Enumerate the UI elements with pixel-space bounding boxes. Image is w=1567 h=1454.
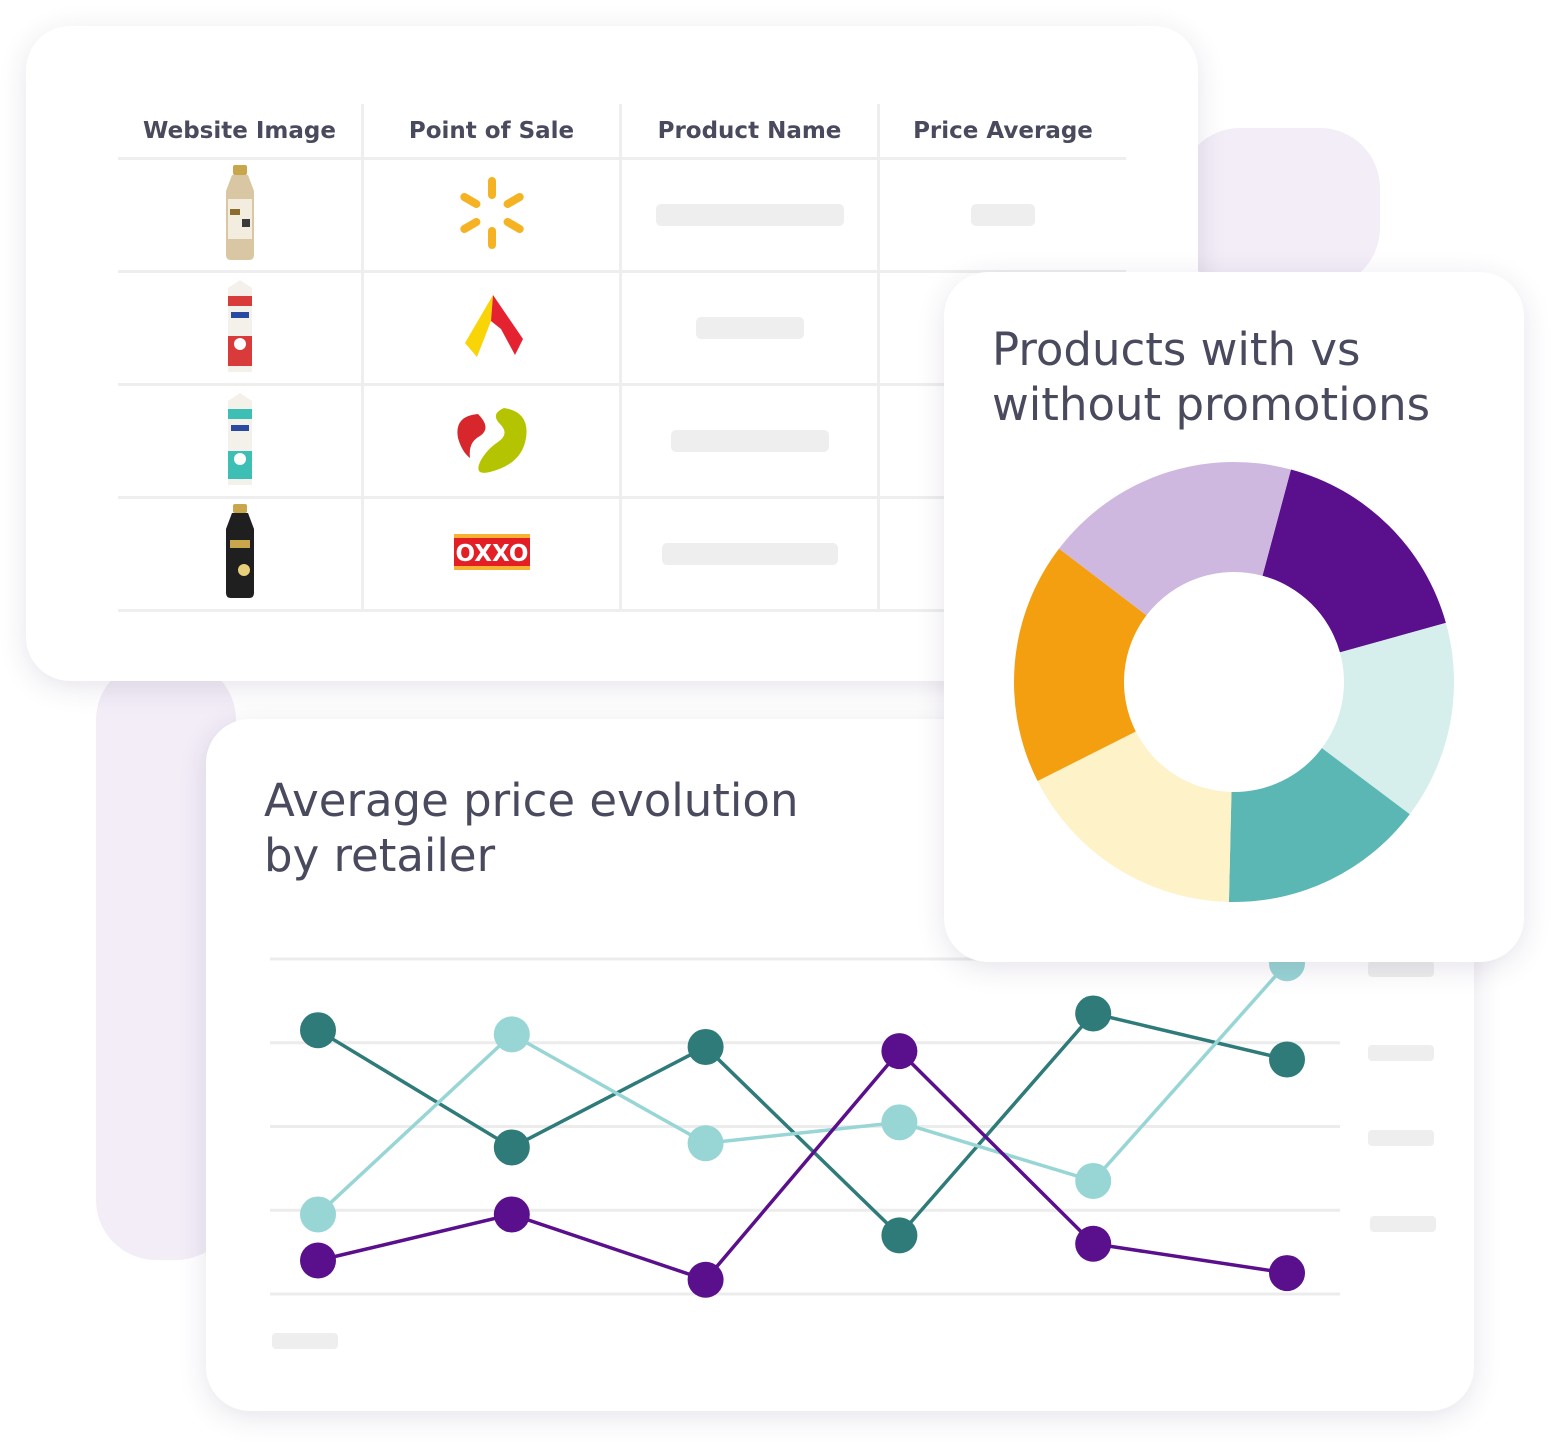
walmart-spark-icon [459, 176, 524, 249]
data-point[interactable] [493, 1129, 530, 1166]
data-point[interactable] [881, 1033, 918, 1070]
series-0 [300, 995, 1305, 1254]
y-axis-label-placeholder [1368, 1045, 1434, 1061]
price-placeholder [971, 204, 1035, 226]
chedraui-logo-icon [464, 294, 523, 357]
donut-slice-2[interactable] [1228, 748, 1410, 902]
soriana-logo-icon [456, 407, 527, 473]
point-of-sale-cell: OXXO [361, 497, 621, 612]
donut-slice-1[interactable] [1321, 622, 1454, 815]
lala-100-protein-dark-bottle-icon [225, 503, 254, 598]
header-price-average: Price Average [877, 104, 1126, 160]
series-2 [300, 1033, 1305, 1298]
product-name-cell [619, 497, 879, 612]
donut-slice-5[interactable] [1059, 462, 1291, 616]
series-line [317, 1048, 1288, 1282]
y-axis-label-placeholder [1368, 961, 1434, 977]
data-point[interactable] [1075, 1162, 1112, 1199]
data-point[interactable] [1269, 1041, 1305, 1078]
lala-milk-carton-teal-icon [227, 392, 252, 485]
header-website-image: Website Image [118, 104, 363, 160]
data-point[interactable] [300, 1242, 336, 1279]
header-product-name: Product Name [619, 104, 879, 160]
product-name-cell [619, 271, 879, 386]
product-name-placeholder [670, 430, 829, 452]
product-name-cell [619, 384, 879, 499]
data-point[interactable] [881, 1217, 918, 1254]
website-image-cell [118, 271, 363, 386]
table-row[interactable] [118, 158, 1126, 273]
product-name-cell [619, 158, 879, 273]
donut-chart [1014, 462, 1454, 902]
donut-slice-3[interactable] [1037, 731, 1232, 902]
table-row[interactable] [118, 384, 1126, 499]
point-of-sale-cell [361, 158, 621, 273]
data-point[interactable] [687, 1261, 724, 1298]
donut-slice-4[interactable] [1014, 548, 1147, 782]
donut-chart-card: Products with vs without promotions [944, 272, 1524, 962]
website-image-cell [118, 497, 363, 612]
lala-milk-carton-red-icon [227, 279, 252, 372]
line-chart-card: Average price evolution by retailer [206, 719, 1474, 1411]
data-point[interactable] [1269, 1255, 1305, 1292]
point-of-sale-cell [361, 271, 621, 386]
series-1 [300, 945, 1305, 1233]
data-point[interactable] [687, 1028, 724, 1065]
data-point[interactable] [300, 1196, 336, 1233]
header-point-of-sale: Point of Sale [361, 104, 621, 160]
series-line [317, 1011, 1288, 1238]
line-chart-title: Average price evolution by retailer [264, 774, 799, 882]
donut-chart-title: Products with vs without promotions [992, 323, 1431, 431]
data-point[interactable] [493, 1016, 530, 1053]
data-point[interactable] [687, 1125, 724, 1162]
lala-100-protein-bottle-icon [225, 164, 254, 260]
data-point[interactable] [1075, 1225, 1112, 1262]
product-name-placeholder [661, 543, 838, 565]
line-chart [270, 945, 1340, 1298]
series-line [316, 962, 1289, 1216]
product-name-placeholder [655, 204, 844, 226]
website-image-cell [118, 384, 363, 499]
y-axis-label-placeholder [1368, 1130, 1434, 1146]
point-of-sale-cell [361, 384, 621, 499]
price-average-cell [877, 158, 1126, 273]
data-point[interactable] [300, 1012, 336, 1049]
oxxo-logo-text: OXXO [455, 541, 528, 567]
data-point[interactable] [881, 1104, 918, 1141]
table-header-row: Website Image Point of Sale Product Name… [118, 104, 1126, 160]
x-axis-label-placeholder [272, 1333, 338, 1349]
oxxo-logo-icon: OXXO [453, 533, 530, 570]
website-image-cell [118, 158, 363, 273]
donut-slice-0[interactable] [1262, 469, 1446, 653]
y-axis-label-placeholder [1370, 1216, 1436, 1232]
data-point[interactable] [1075, 995, 1112, 1032]
background-shape-top [1180, 128, 1380, 288]
product-name-placeholder [695, 317, 804, 339]
data-point[interactable] [493, 1196, 530, 1233]
